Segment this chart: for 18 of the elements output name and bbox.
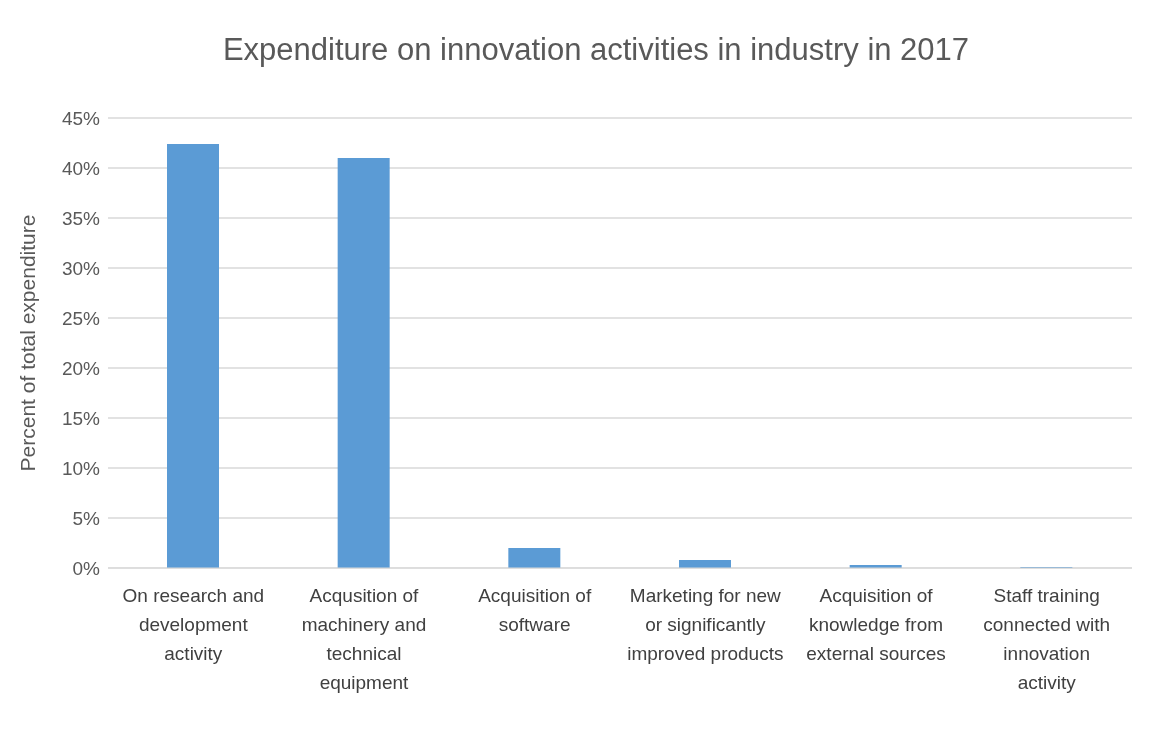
- y-tick-label: 25%: [61, 307, 101, 329]
- y-tick-label: 35%: [61, 207, 101, 229]
- x-tick-label: Acquisition of software: [478, 585, 592, 635]
- y-tick-label: 45%: [61, 107, 101, 129]
- x-tick-label: Staff training connected with innovation activity: [983, 585, 1111, 693]
- y-tick-label: 20%: [61, 357, 101, 379]
- y-tick-label: 0%: [72, 557, 101, 579]
- x-tick-label: Marketing for new or significantly improved products: [627, 585, 784, 664]
- y-tick-label: 10%: [61, 457, 101, 479]
- x-tick-label: Acqusition of machinery and technical equipment: [301, 585, 427, 693]
- y-tick-label: 15%: [61, 407, 101, 429]
- y-axis-title: Percent of total expenditure: [16, 214, 40, 472]
- x-tick-label: On research and development activity: [122, 585, 265, 664]
- x-tick-label: Acquisition of knowledge from external sources: [806, 585, 946, 664]
- y-tick-label: 40%: [61, 157, 101, 179]
- y-tick-label: 5%: [72, 507, 101, 529]
- chart-title: Expenditure on innovation activities in industry in 2017: [221, 31, 971, 69]
- y-tick-label: 30%: [61, 257, 101, 279]
